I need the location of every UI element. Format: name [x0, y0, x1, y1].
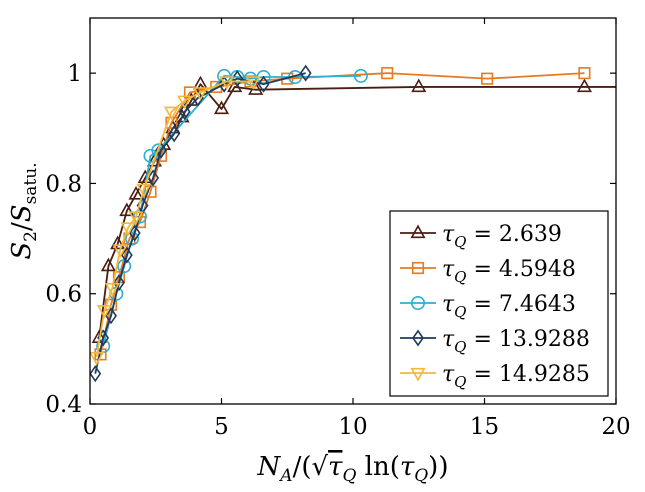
data-point — [411, 78, 427, 93]
data-point — [213, 100, 230, 115]
data-point — [112, 274, 125, 292]
data-point — [192, 87, 209, 101]
legend-label: τQ = 7.4643 — [442, 292, 576, 321]
series-layer — [90, 64, 616, 383]
data-point — [90, 351, 105, 366]
legend-marker — [411, 261, 425, 275]
legend: τQ = 2.639 τQ = 4.5948 τQ = 7.4643 τQ = 13.… — [389, 210, 609, 397]
data-point — [576, 78, 592, 93]
data-point — [481, 72, 494, 85]
legend-item: τQ = 13.9288 — [400, 327, 590, 356]
data-point — [163, 106, 180, 121]
data-point — [110, 235, 126, 250]
data-point — [128, 211, 144, 225]
data-point — [578, 67, 591, 80]
data-point — [381, 67, 394, 80]
data-point — [168, 125, 181, 143]
data-point — [245, 76, 261, 90]
legend-item: τQ = 7.4643 — [400, 292, 576, 321]
data-point — [219, 76, 235, 90]
data-point — [90, 365, 102, 383]
legend-item: τQ = 2.639 — [400, 222, 562, 251]
data-point — [112, 244, 128, 259]
x-tick-label: 15 — [470, 414, 499, 440]
data-point — [353, 68, 368, 83]
data-point — [125, 231, 140, 246]
data-point — [119, 202, 135, 217]
data-point — [105, 307, 117, 325]
axes: 0 5 10 15 20 0.4 0.6 0.8 1 — [45, 18, 631, 440]
y-tick-label: 0.4 — [45, 392, 82, 418]
y-axis-label: S2/Ssatu. — [7, 162, 41, 259]
x-tick-label: 0 — [83, 414, 98, 440]
data-point — [147, 169, 160, 187]
y-tick-label: 0.6 — [45, 282, 82, 308]
plot-frame — [89, 17, 617, 405]
data-point — [100, 257, 116, 272]
data-point — [120, 222, 136, 237]
legend-label: τQ = 2.639 — [442, 222, 562, 251]
legend-label: τQ = 4.5948 — [442, 257, 576, 286]
x-tick-label: 10 — [338, 414, 367, 440]
data-point — [177, 95, 193, 110]
data-point — [136, 183, 152, 198]
x-tick-label: 20 — [601, 414, 630, 440]
legend-label: τQ = 14.9285 — [442, 362, 590, 391]
data-point — [299, 64, 312, 82]
legend-marker — [410, 367, 426, 382]
data-point — [104, 283, 120, 297]
series-line — [99, 72, 585, 355]
data-point — [178, 103, 191, 121]
y-tick-label: 1 — [67, 61, 82, 87]
data-point — [128, 185, 144, 200]
legend-label: τQ = 13.9288 — [442, 327, 590, 356]
legend-marker — [410, 295, 425, 310]
data-point — [120, 246, 133, 264]
data-point — [132, 209, 147, 224]
data-point — [128, 224, 141, 242]
data-point — [117, 259, 132, 274]
data-point — [174, 108, 190, 123]
data-point — [257, 75, 270, 93]
legend-item: τQ = 14.9285 — [400, 362, 590, 391]
data-point — [96, 305, 113, 319]
x-axis-label: NA/(√τQ ln(τQ)) — [257, 452, 449, 486]
y-tick-label: 0.8 — [45, 171, 82, 197]
legend-marker — [412, 329, 424, 347]
legend-marker — [410, 224, 426, 239]
series-4 — [90, 76, 261, 366]
x-tick-label: 5 — [214, 414, 229, 440]
legend-item: τQ = 4.5948 — [400, 257, 576, 286]
